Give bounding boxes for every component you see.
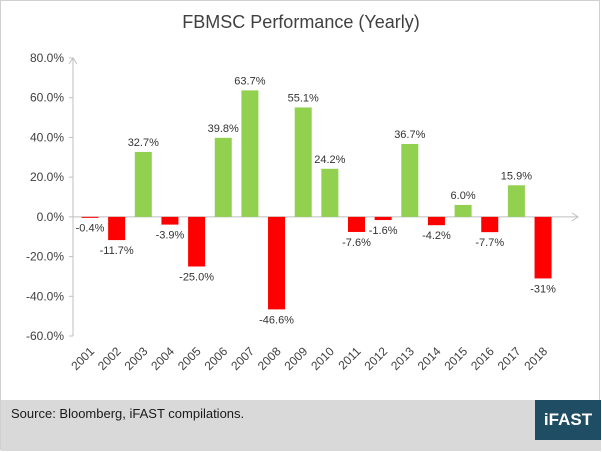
x-tick-label: 2005 — [175, 344, 204, 373]
data-label-2010: 24.2% — [314, 154, 345, 166]
y-tick-label: -20.0% — [26, 250, 64, 264]
data-label-2001: -0.4% — [76, 223, 105, 235]
chart-title: FBMSC Performance (Yearly) — [182, 12, 420, 32]
bar-2002 — [108, 216, 126, 241]
data-label-2017: 15.9% — [501, 170, 532, 182]
x-tick-label: 2012 — [361, 344, 390, 373]
x-tick-label: 2016 — [468, 344, 497, 373]
y-tick-label: 40.0% — [30, 130, 64, 144]
bar-2001 — [81, 216, 99, 218]
data-label-2008: -46.6% — [259, 314, 294, 326]
data-label-2009: 55.1% — [288, 92, 319, 104]
y-tick-label: 0.0% — [37, 210, 65, 224]
x-tick-label: 2011 — [335, 344, 363, 372]
x-tick-label: 2003 — [122, 344, 151, 373]
data-label-2006: 39.8% — [208, 123, 239, 135]
bar-2015 — [454, 204, 472, 217]
data-label-2011: -7.6% — [342, 237, 371, 249]
ifast-logo: iFAST — [535, 400, 601, 440]
x-tick-label: 2002 — [95, 344, 124, 373]
bar-2011 — [348, 216, 365, 232]
data-label-2007: 63.7% — [234, 75, 265, 87]
x-axis-arrow — [571, 212, 579, 222]
bar-2012 — [374, 216, 392, 221]
x-tick-label: 2015 — [441, 344, 470, 373]
data-label-2005: -25.0% — [179, 272, 214, 284]
bar-2008 — [268, 216, 286, 310]
data-label-2012: -1.6% — [369, 225, 398, 237]
x-tick-label: 2010 — [308, 344, 337, 373]
y-tick-label: 80.0% — [30, 51, 64, 65]
bar-2007 — [241, 90, 259, 217]
data-label-2016: -7.7% — [475, 237, 504, 249]
bar-2013 — [401, 143, 419, 217]
x-tick-label: 2017 — [495, 344, 524, 373]
chart-plot: 80.0% 60.0% 40.0% 20.0% 0.0% -20.0% -40.0% -60.… — [26, 51, 579, 373]
x-tick-label: 2001 — [68, 344, 97, 373]
bar-2016 — [481, 216, 499, 233]
data-label-2003: 32.7% — [128, 137, 159, 149]
x-tick-label: 2004 — [148, 344, 177, 373]
x-tick-label: 2006 — [202, 344, 231, 373]
y-tick-label: 20.0% — [30, 170, 64, 184]
bar-2006 — [214, 137, 232, 217]
source-footer: Source: Bloomberg, iFAST compilations. — [1, 400, 601, 451]
x-tick-label: 2013 — [388, 344, 417, 373]
x-tick-label: 2008 — [255, 344, 284, 373]
source-text: Source: Bloomberg, iFAST compilations. — [11, 406, 245, 421]
data-label-2004: -3.9% — [156, 230, 185, 242]
bar-2014 — [427, 216, 445, 226]
bar-2018 — [534, 216, 552, 279]
data-label-2013: 36.7% — [394, 129, 425, 141]
x-tick-label: 2009 — [282, 344, 311, 373]
y-tick-label: -60.0% — [26, 329, 64, 343]
x-tick-label: 2014 — [415, 344, 444, 373]
data-label-2015: 6.0% — [451, 190, 476, 202]
y-tick-label: -40.0% — [26, 289, 64, 303]
data-label-2002: -11.7% — [100, 245, 134, 257]
x-tick-label: 2007 — [228, 344, 257, 373]
bar-2005 — [188, 216, 206, 267]
data-label-2018: -31% — [530, 283, 556, 295]
bar-2009 — [294, 107, 312, 217]
bar-2003 — [134, 151, 152, 217]
x-tick-label: 2018 — [521, 344, 550, 373]
bar-2017 — [507, 185, 525, 217]
y-tick-label: 60.0% — [30, 91, 64, 105]
bar-2010 — [321, 168, 339, 217]
bar-2004 — [161, 216, 179, 225]
data-label-2014: -4.2% — [422, 230, 451, 242]
